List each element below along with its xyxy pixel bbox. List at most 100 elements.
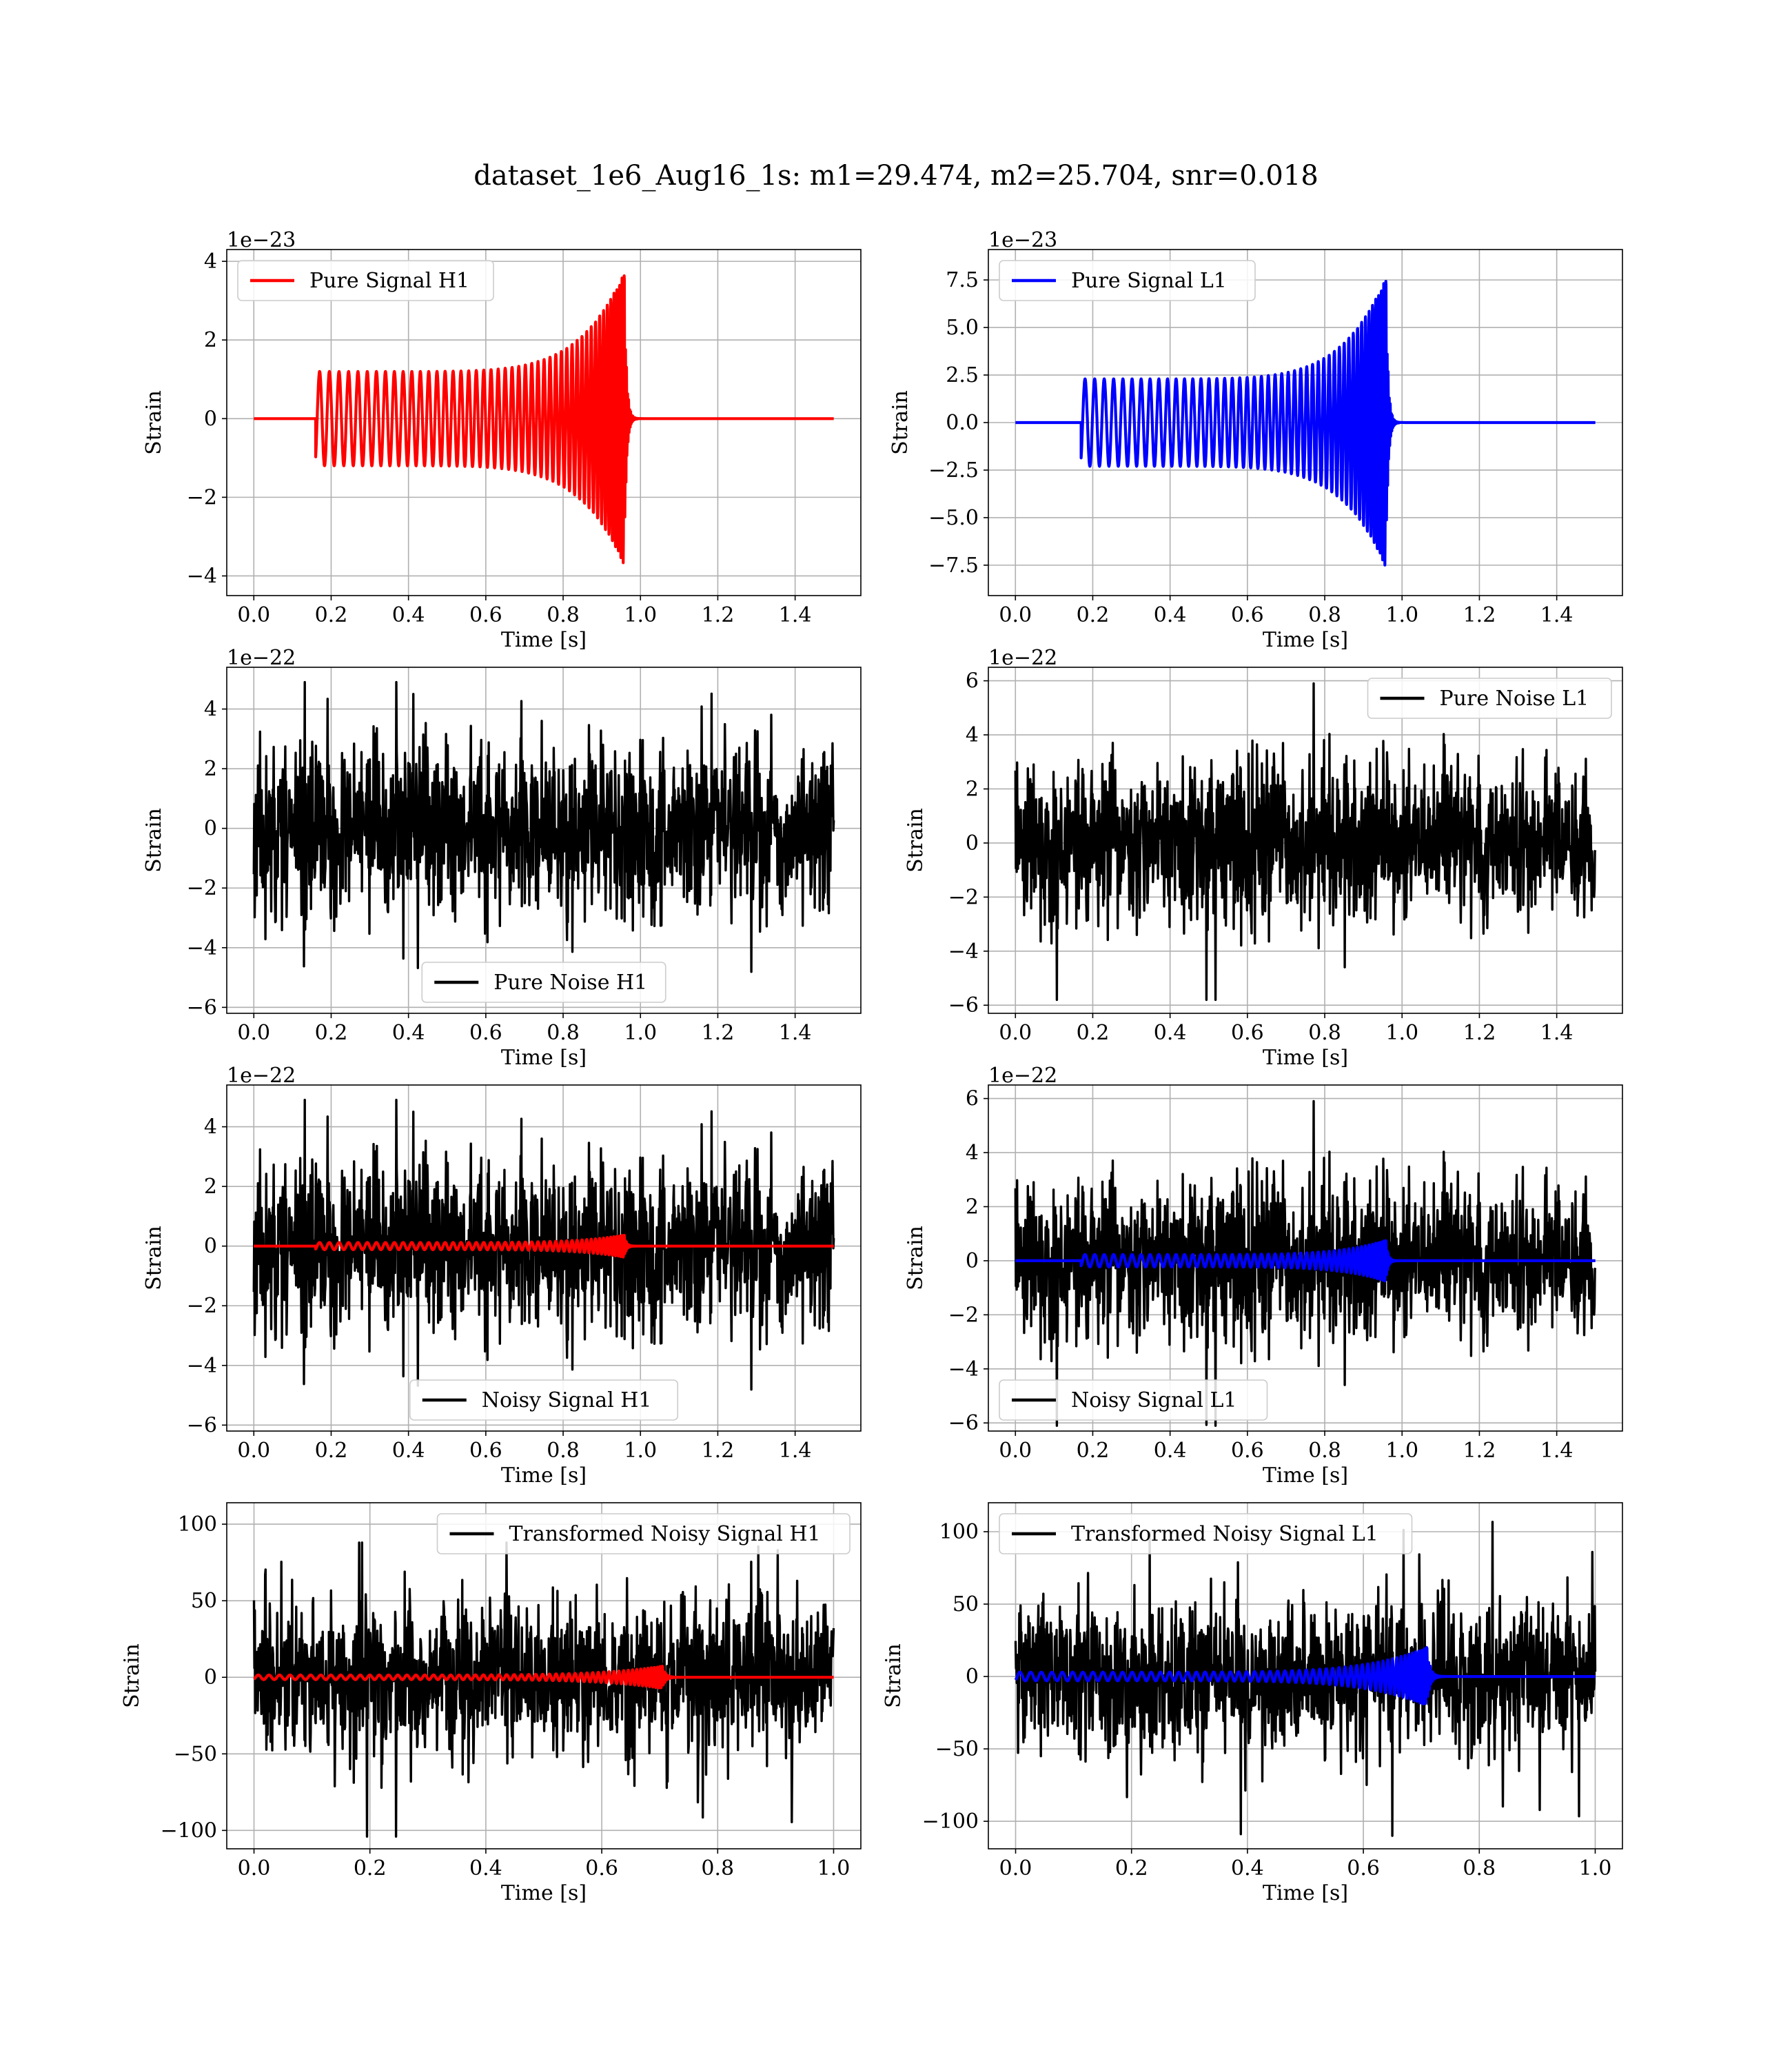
subplot-1: 0.0 0.2 0.4 0.6 0.8 1.0 1.2 1.4 −4 −2 0 2 4 Time [s] S… — [142, 228, 862, 652]
x-tick-label: 0.4 — [1154, 1439, 1187, 1463]
x-tick-label: 0.0 — [999, 1856, 1032, 1881]
subplot-2: 0.0 0.2 0.4 0.6 0.8 1.0 1.2 1.4 −7.5 −5.0 −2.5 0.0 2… — [888, 228, 1623, 652]
y-tick-label: −4 — [948, 1357, 979, 1381]
x-tick-label: 1.2 — [702, 1021, 735, 1045]
legend-label: Pure Noise L1 — [1440, 687, 1589, 711]
legend-box — [421, 962, 666, 1003]
x-tick-label: 0.2 — [354, 1856, 387, 1881]
x-tick-label: 1.4 — [779, 1021, 812, 1045]
y-tick-label: 2 — [204, 1175, 217, 1199]
y-tick-label: −2 — [187, 876, 217, 900]
x-tick-label: 1.0 — [624, 1021, 657, 1045]
y-tick-label: 50 — [953, 1592, 979, 1616]
x-tick-label: 0.8 — [1308, 1021, 1341, 1045]
x-tick-label: 1.4 — [1540, 1439, 1574, 1463]
legend: Noisy Signal L1 — [999, 1379, 1268, 1421]
x-tick-label: 0.2 — [315, 1439, 348, 1463]
legend: Pure Noise L1 — [1367, 678, 1612, 719]
y-tick-label: −2 — [187, 485, 217, 509]
x-tick-label: 0.8 — [701, 1856, 734, 1881]
y-tick-label: −100 — [922, 1810, 979, 1834]
legend-box — [1367, 678, 1612, 719]
subplot-grid: 0.0 0.2 0.4 0.6 0.8 1.0 1.2 1.4 −4 −2 0 2 4 Time [s] S… — [120, 228, 1623, 1905]
x-tick-label: 0.2 — [315, 1021, 348, 1045]
x-tick-label: 1.2 — [1463, 1439, 1496, 1463]
y-axis-label: Strain — [142, 390, 166, 455]
legend: Transformed Noisy Signal H1 — [436, 1513, 851, 1554]
axes-frame — [988, 1502, 1623, 1849]
x-tick-label: 0.6 — [1347, 1856, 1380, 1881]
y-tick-label: −6 — [187, 1413, 217, 1437]
y-tick-label: −4 — [948, 940, 979, 964]
offset-text: 1e−23 — [227, 228, 296, 252]
x-tick-label: 0.4 — [1154, 603, 1187, 627]
offset-text: 1e−23 — [988, 228, 1057, 252]
y-tick-label: 5.0 — [946, 316, 979, 340]
offset-text: 1e−22 — [988, 1064, 1057, 1088]
x-tick-label: 0.2 — [315, 603, 348, 627]
y-tick-label: −50 — [174, 1742, 217, 1766]
x-tick-label: 0.6 — [1231, 1021, 1264, 1045]
y-tick-label: 0 — [204, 1235, 217, 1259]
x-axis-label: Time [s] — [501, 1046, 587, 1070]
y-tick-label: 100 — [939, 1520, 979, 1544]
series-line-2 — [252, 1664, 834, 1690]
y-tick-label: −4 — [187, 936, 217, 960]
x-tick-label: 0.4 — [469, 1856, 502, 1881]
y-axis-label: Strain — [904, 1226, 928, 1290]
x-tick-label: 0.6 — [469, 603, 502, 627]
subplot-8: 0.0 0.2 0.4 0.6 0.8 1.0 −100 −50 0 50 100 Time [s] S… — [882, 1502, 1623, 1905]
y-axis-label: Strain — [120, 1643, 144, 1708]
x-tick-label: 0.8 — [547, 1021, 580, 1045]
series-line-1 — [1014, 682, 1597, 1002]
legend-label: Pure Signal H1 — [309, 269, 469, 293]
x-tick-label: 0.6 — [1231, 1439, 1264, 1463]
legend-box — [999, 1513, 1413, 1554]
x-tick-label: 0.8 — [547, 603, 580, 627]
subplot-3: 0.0 0.2 0.4 0.6 0.8 1.0 1.2 1.4 −6 −4 −2 0 2 4 Time [s… — [142, 646, 862, 1070]
legend-label: Pure Signal L1 — [1071, 269, 1227, 293]
y-axis-label: Strain — [904, 808, 928, 873]
x-axis-label: Time [s] — [501, 628, 587, 652]
x-tick-label: 0.2 — [1077, 1439, 1110, 1463]
y-tick-label: −50 — [935, 1737, 979, 1761]
y-tick-label: 0 — [966, 831, 979, 855]
y-tick-label: −2 — [948, 1303, 979, 1327]
x-tick-label: 0.6 — [469, 1021, 502, 1045]
x-axis-label: Time [s] — [1263, 628, 1348, 652]
x-tick-label: 0.0 — [999, 1021, 1032, 1045]
legend: Pure Signal H1 — [237, 260, 494, 301]
y-tick-label: 0.0 — [946, 411, 979, 435]
x-tick-label: 1.0 — [624, 1439, 657, 1463]
x-tick-label: 1.2 — [1463, 1021, 1496, 1045]
x-tick-label: 0.8 — [1308, 603, 1341, 627]
legend: Pure Noise H1 — [421, 962, 666, 1003]
y-tick-label: 6 — [966, 1087, 979, 1111]
y-tick-label: −2.5 — [928, 458, 979, 483]
x-tick-label: 0.2 — [1115, 1856, 1148, 1881]
y-tick-label: −2 — [187, 1294, 217, 1318]
y-tick-label: 4 — [204, 250, 217, 274]
subplot-5: 0.0 0.2 0.4 0.6 0.8 1.0 1.2 1.4 −6 −4 −2 0 2 4 Time [s… — [142, 1064, 862, 1488]
y-tick-label: −6 — [948, 993, 979, 1017]
y-axis-label: Strain — [142, 808, 166, 873]
legend-label: Noisy Signal H1 — [482, 1388, 652, 1412]
series-line-2 — [1015, 1239, 1596, 1283]
subplot-4: 0.0 0.2 0.4 0.6 0.8 1.0 1.2 1.4 −6 −4 −2 0 2 4 6 Time [… — [904, 646, 1623, 1070]
x-tick-label: 1.4 — [1540, 603, 1574, 627]
x-axis-label: Time [s] — [501, 1881, 587, 1905]
x-tick-label: 1.2 — [1463, 603, 1496, 627]
x-tick-label: 0.8 — [547, 1439, 580, 1463]
y-tick-label: −7.5 — [928, 554, 979, 578]
y-tick-label: −4 — [187, 564, 217, 588]
axes-frame — [988, 667, 1623, 1014]
y-tick-label: −2 — [948, 885, 979, 909]
y-tick-label: −100 — [161, 1818, 217, 1843]
legend-box — [436, 1513, 851, 1554]
legend: Noisy Signal H1 — [409, 1379, 679, 1421]
x-tick-label: 1.0 — [817, 1856, 851, 1881]
axes-frame — [226, 1502, 862, 1849]
y-tick-label: −6 — [187, 995, 217, 1020]
offset-text: 1e−22 — [988, 646, 1057, 670]
y-tick-label: 2.5 — [946, 363, 979, 387]
